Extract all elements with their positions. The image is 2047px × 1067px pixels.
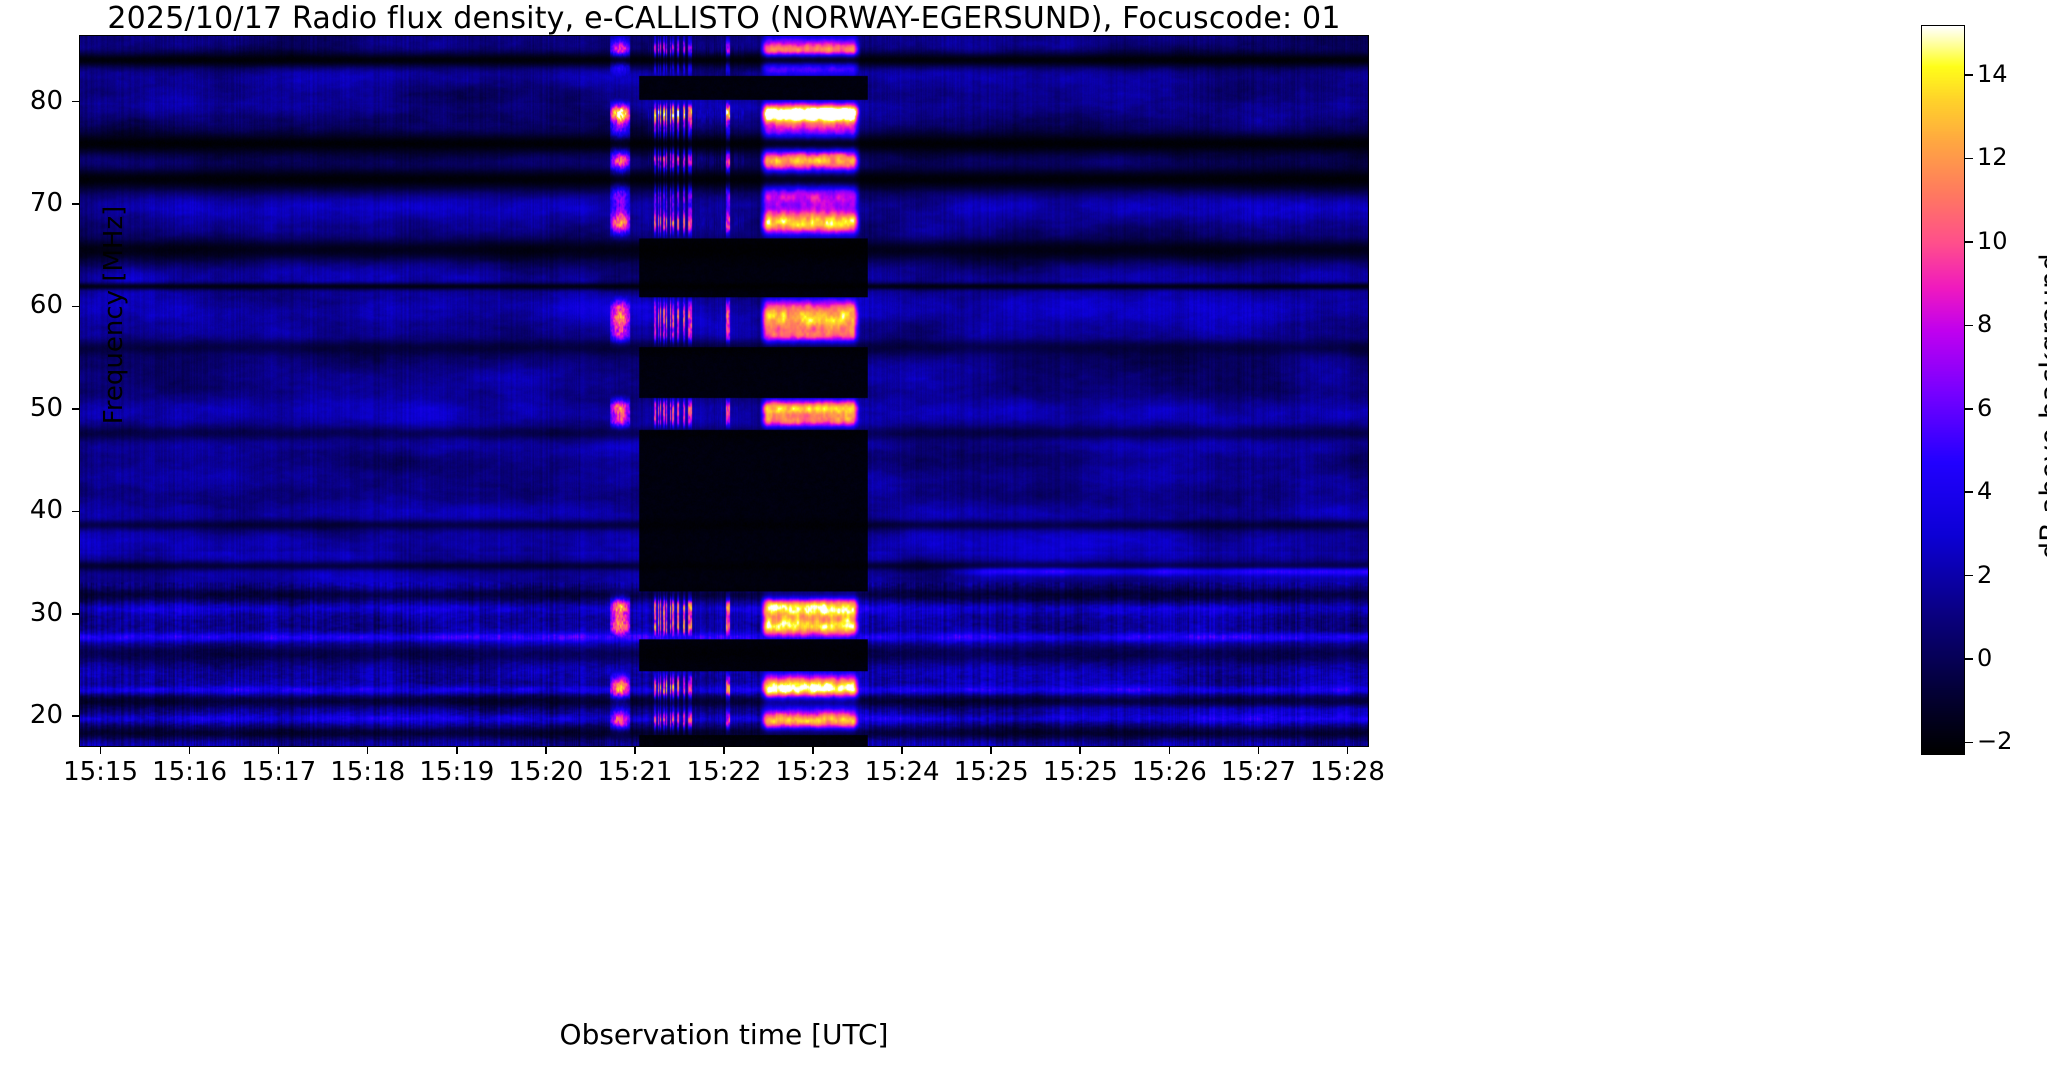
y-tick-label: 60 — [29, 290, 63, 321]
colorbar-tick-label: 8 — [1977, 310, 1993, 339]
colorbar-tick-mark — [1965, 407, 1973, 410]
x-tick-label: 15:22 — [686, 757, 762, 787]
y-tick-mark — [72, 408, 79, 410]
x-tick-mark — [366, 747, 369, 754]
y-axis-label: Frequency [MHz] — [99, 205, 129, 425]
x-tick-label: 15:18 — [330, 757, 406, 787]
x-tick-mark — [723, 747, 725, 754]
y-tick-mark — [72, 203, 79, 205]
colorbar-tick-label: 10 — [1977, 226, 2008, 255]
y-tick-label: 20 — [29, 700, 63, 731]
y-tick-mark — [72, 715, 79, 718]
x-tick-label: 15:24 — [864, 757, 940, 787]
x-tick-mark — [277, 747, 280, 754]
x-tick-label: 15:21 — [597, 757, 673, 787]
colorbar-tick-mark — [1965, 491, 1973, 493]
colorbar-tick-mark — [1965, 157, 1973, 160]
x-tick-label: 15:25 — [953, 757, 1029, 787]
colorbar-tick-mark — [1965, 658, 1973, 660]
y-tick-mark — [72, 613, 79, 615]
colorbar-tick-label: 4 — [1977, 477, 1993, 506]
x-tick-mark — [1079, 747, 1082, 754]
y-tick-mark — [72, 510, 79, 513]
y-tick-label: 70 — [29, 188, 63, 219]
x-axis-label: Observation time [UTC] — [559, 1018, 889, 1051]
colorbar-tick-label: 6 — [1977, 393, 1993, 422]
x-tick-label: 15:17 — [241, 757, 317, 787]
y-tick-label: 30 — [29, 597, 63, 628]
colorbar-tick-label: 14 — [1977, 60, 2008, 89]
x-tick-mark — [812, 747, 814, 754]
x-tick-mark — [901, 747, 903, 754]
x-tick-mark — [990, 747, 992, 754]
spectrogram-image — [80, 36, 1368, 746]
page-title: 2025/10/17 Radio flux density, e-CALLIST… — [107, 1, 1341, 36]
x-tick-mark — [99, 747, 102, 754]
x-tick-mark — [545, 747, 547, 754]
x-tick-mark — [1257, 747, 1260, 754]
colorbar-tick-label: 0 — [1977, 644, 1993, 673]
x-tick-label: 15:15 — [63, 757, 138, 787]
colorbar-tick-label: 12 — [1977, 143, 2008, 172]
colorbar-tick-mark — [1965, 241, 1973, 243]
x-tick-label: 15:26 — [1131, 757, 1207, 787]
x-tick-label: 15:28 — [1309, 757, 1385, 787]
colorbar-tick-mark — [1965, 574, 1973, 577]
x-tick-label: 15:27 — [1220, 757, 1296, 787]
colorbar-tick-mark — [1965, 741, 1973, 744]
x-tick-label: 15:16 — [152, 757, 228, 787]
spectrogram-plot-area — [79, 35, 1369, 747]
y-tick-label: 50 — [29, 392, 63, 423]
colorbar-tick-label: −2 — [1977, 727, 2013, 756]
colorbar-label: dB above background — [2033, 253, 2047, 560]
y-tick-mark — [72, 100, 79, 103]
y-tick-mark — [72, 305, 79, 308]
colorbar-tick-mark — [1965, 324, 1973, 327]
x-tick-mark — [1346, 747, 1349, 754]
colorbar-tick-label: 2 — [1977, 560, 1993, 589]
x-tick-label: 15:25 — [1042, 757, 1118, 787]
x-tick-mark — [188, 747, 191, 754]
x-tick-mark — [1168, 747, 1171, 754]
y-tick-label: 40 — [29, 495, 63, 526]
colorbar-tick-mark — [1965, 74, 1973, 76]
x-tick-mark — [456, 747, 458, 754]
x-tick-label: 15:19 — [419, 757, 495, 787]
x-tick-label: 15:20 — [508, 757, 584, 787]
x-tick-mark — [634, 747, 636, 754]
y-tick-label: 80 — [29, 85, 63, 116]
x-tick-label: 15:23 — [775, 757, 851, 787]
colorbar — [1921, 25, 1965, 755]
